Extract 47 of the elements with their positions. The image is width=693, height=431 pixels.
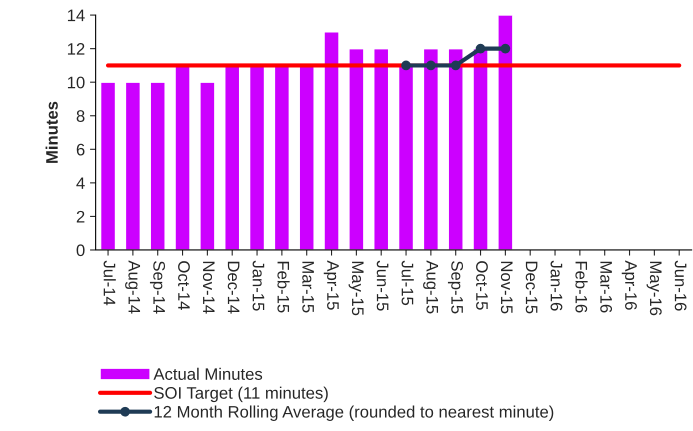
bar — [422, 48, 440, 250]
x-tick-label: Jul-14 — [104, 260, 116, 306]
x-tick-label: Oct-14 — [178, 261, 190, 310]
bar — [497, 15, 514, 250]
x-tick-label: May-16 — [646, 262, 662, 316]
bar — [323, 31, 340, 250]
bar — [373, 48, 390, 250]
bar — [348, 48, 365, 250]
x-tick-label: Nov-15 — [500, 262, 513, 314]
x-tick-label: Aug-14 — [125, 260, 140, 314]
x-tick-label: Jan-16 — [550, 260, 562, 311]
legend-label: Actual Minutes — [153, 368, 262, 380]
x-tick-label: Jan-15 — [252, 260, 264, 311]
bar — [472, 48, 489, 250]
x-tick-label: Sep-15 — [448, 261, 464, 314]
bar — [199, 82, 216, 250]
y-tick-label: 10 — [68, 76, 85, 88]
bar — [448, 48, 464, 250]
x-tick-label: Feb-16 — [575, 262, 588, 312]
y-tick-label: 14 — [68, 10, 85, 22]
y-axis-title: Minutes — [46, 102, 58, 163]
x-tick-label: Sep-14 — [150, 261, 166, 314]
x-tick-label: Feb-15 — [277, 262, 290, 313]
bar — [100, 82, 116, 250]
x-tick-label: Mar-15 — [302, 262, 314, 312]
x-tick-label: Jun-15 — [376, 260, 388, 311]
x-tick-label: Apr-15 — [324, 260, 339, 310]
legend-label: SOI Target (11 minutes) — [154, 386, 328, 402]
x-tick-label: May-15 — [348, 262, 364, 316]
y-tick-label: 0 — [76, 244, 85, 256]
x-tick-label: Jun-16 — [674, 260, 687, 311]
y-tick-label: 8 — [76, 110, 84, 122]
x-tick-label: Nov-14 — [202, 262, 215, 314]
x-tick-label: Jul-15 — [402, 260, 414, 306]
legend-label: 12 Month Rolling Average (rounded to nearest minute) — [154, 405, 554, 421]
bar — [124, 82, 142, 250]
y-tick-label: 4 — [76, 177, 85, 189]
x-tick-label: Dec-14 — [228, 262, 240, 314]
bar — [150, 82, 166, 250]
y-tick-label: 12 — [68, 43, 84, 55]
x-tick-label: Oct-15 — [476, 261, 488, 310]
y-tick-label: 2 — [76, 210, 84, 222]
x-tick-label: Apr-16 — [622, 260, 637, 310]
y-tick-label: 6 — [76, 144, 84, 156]
x-tick-label: Aug-15 — [423, 260, 438, 314]
x-tick-label: Mar-16 — [600, 262, 612, 312]
x-tick-label: Dec-15 — [526, 262, 538, 314]
